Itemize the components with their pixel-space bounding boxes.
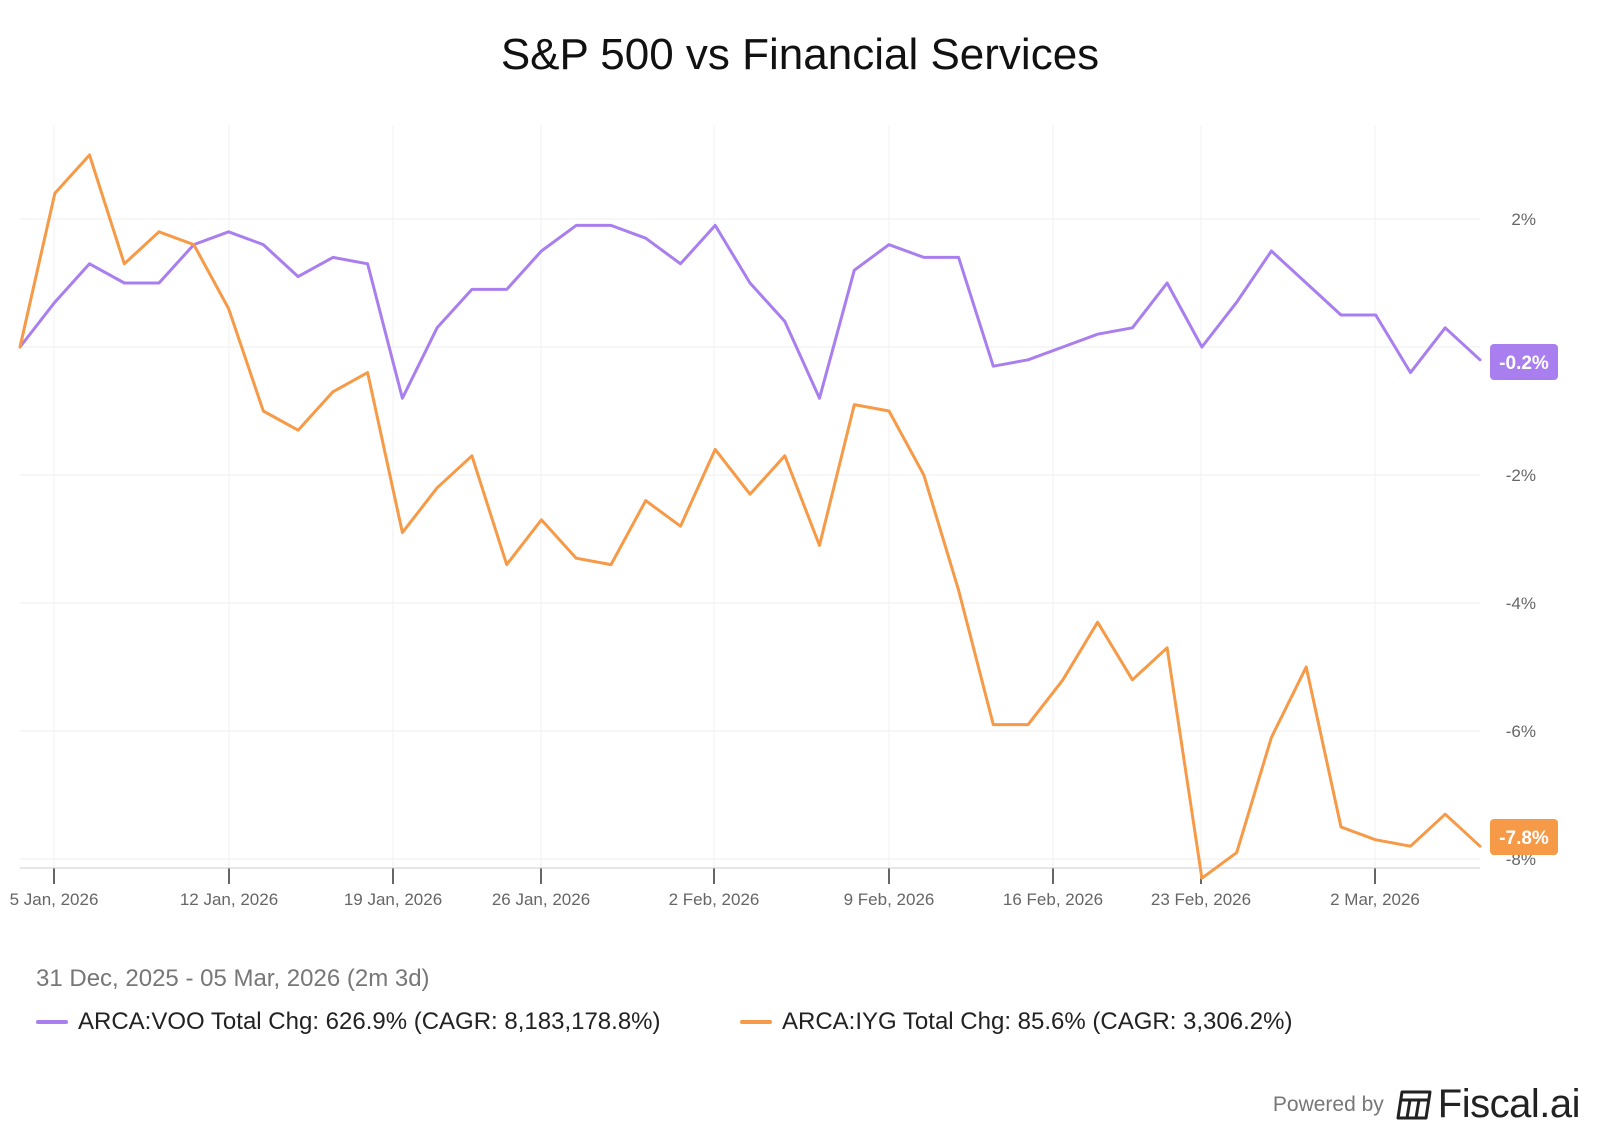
legend-item-iyg[interactable]: ARCA:IYG Total Chg: 85.6% (CAGR: 3,306.2… xyxy=(740,1008,1292,1036)
y-tick-label: 2% xyxy=(1511,210,1536,229)
y-axis: 2%-2%-4%-6%-8% xyxy=(1506,210,1536,869)
powered-by-text: Powered by xyxy=(1272,1092,1384,1116)
legend-label-iyg: ARCA:IYG Total Chg: 85.6% (CAGR: 3,306.2… xyxy=(782,1008,1293,1035)
x-tick-label: 16 Feb, 2026 xyxy=(1003,890,1103,909)
date-range: 31 Dec, 2025 - 05 Mar, 2026 (2m 3d) xyxy=(36,965,430,992)
grid xyxy=(20,125,1480,868)
legend-swatch-voo xyxy=(36,1020,68,1024)
x-tick-label: 2 Feb, 2026 xyxy=(669,890,760,909)
end-label-text: -7.8% xyxy=(1499,828,1549,849)
footer: Powered by Fiscal.ai xyxy=(1272,1082,1581,1127)
series-line-arca-iyg[interactable] xyxy=(18,153,1482,880)
series-line-arca-voo[interactable] xyxy=(18,223,1482,400)
legend-swatch-iyg xyxy=(740,1020,772,1024)
y-tick-label: -2% xyxy=(1506,466,1536,485)
x-tick-label: 19 Jan, 2026 xyxy=(344,890,442,909)
y-tick-label: -6% xyxy=(1506,722,1536,741)
line-chart: 5 Jan, 2026 12 Jan, 2026 19 Jan, 2026 26 Ja… xyxy=(10,125,1558,909)
legend-label-voo: ARCA:VOO Total Chg: 626.9% (CAGR: 8,183,… xyxy=(78,1008,661,1035)
x-tick-label: 5 Jan, 2026 xyxy=(10,890,99,909)
x-axis: 5 Jan, 2026 12 Jan, 2026 19 Jan, 2026 26 Ja… xyxy=(10,867,1480,909)
end-label-badge xyxy=(1490,344,1558,380)
x-tick-label: 12 Jan, 2026 xyxy=(180,890,278,909)
brand-name[interactable]: Fiscal.ai xyxy=(1437,1082,1581,1126)
fiscal-logo-icon xyxy=(1396,1090,1432,1119)
end-labels: -0.2% -7.8% xyxy=(1490,344,1558,855)
end-label-arca-iyg: -7.8% xyxy=(1490,819,1558,855)
x-tick-label: 26 Jan, 2026 xyxy=(492,890,590,909)
x-tick-label: 9 Feb, 2026 xyxy=(844,890,935,909)
end-label-badge xyxy=(1490,819,1558,855)
y-tick-label: -4% xyxy=(1506,594,1536,613)
x-tick-label: 23 Feb, 2026 xyxy=(1151,890,1251,909)
end-label-text: -0.2% xyxy=(1499,353,1549,374)
x-tick-label: 2 Mar, 2026 xyxy=(1330,890,1420,909)
end-label-arca-voo: -0.2% xyxy=(1490,344,1558,380)
chart-title: S&P 500 vs Financial Services xyxy=(500,30,1100,79)
legend-item-voo[interactable]: ARCA:VOO Total Chg: 626.9% (CAGR: 8,183,… xyxy=(36,1008,661,1036)
series xyxy=(18,153,1482,880)
